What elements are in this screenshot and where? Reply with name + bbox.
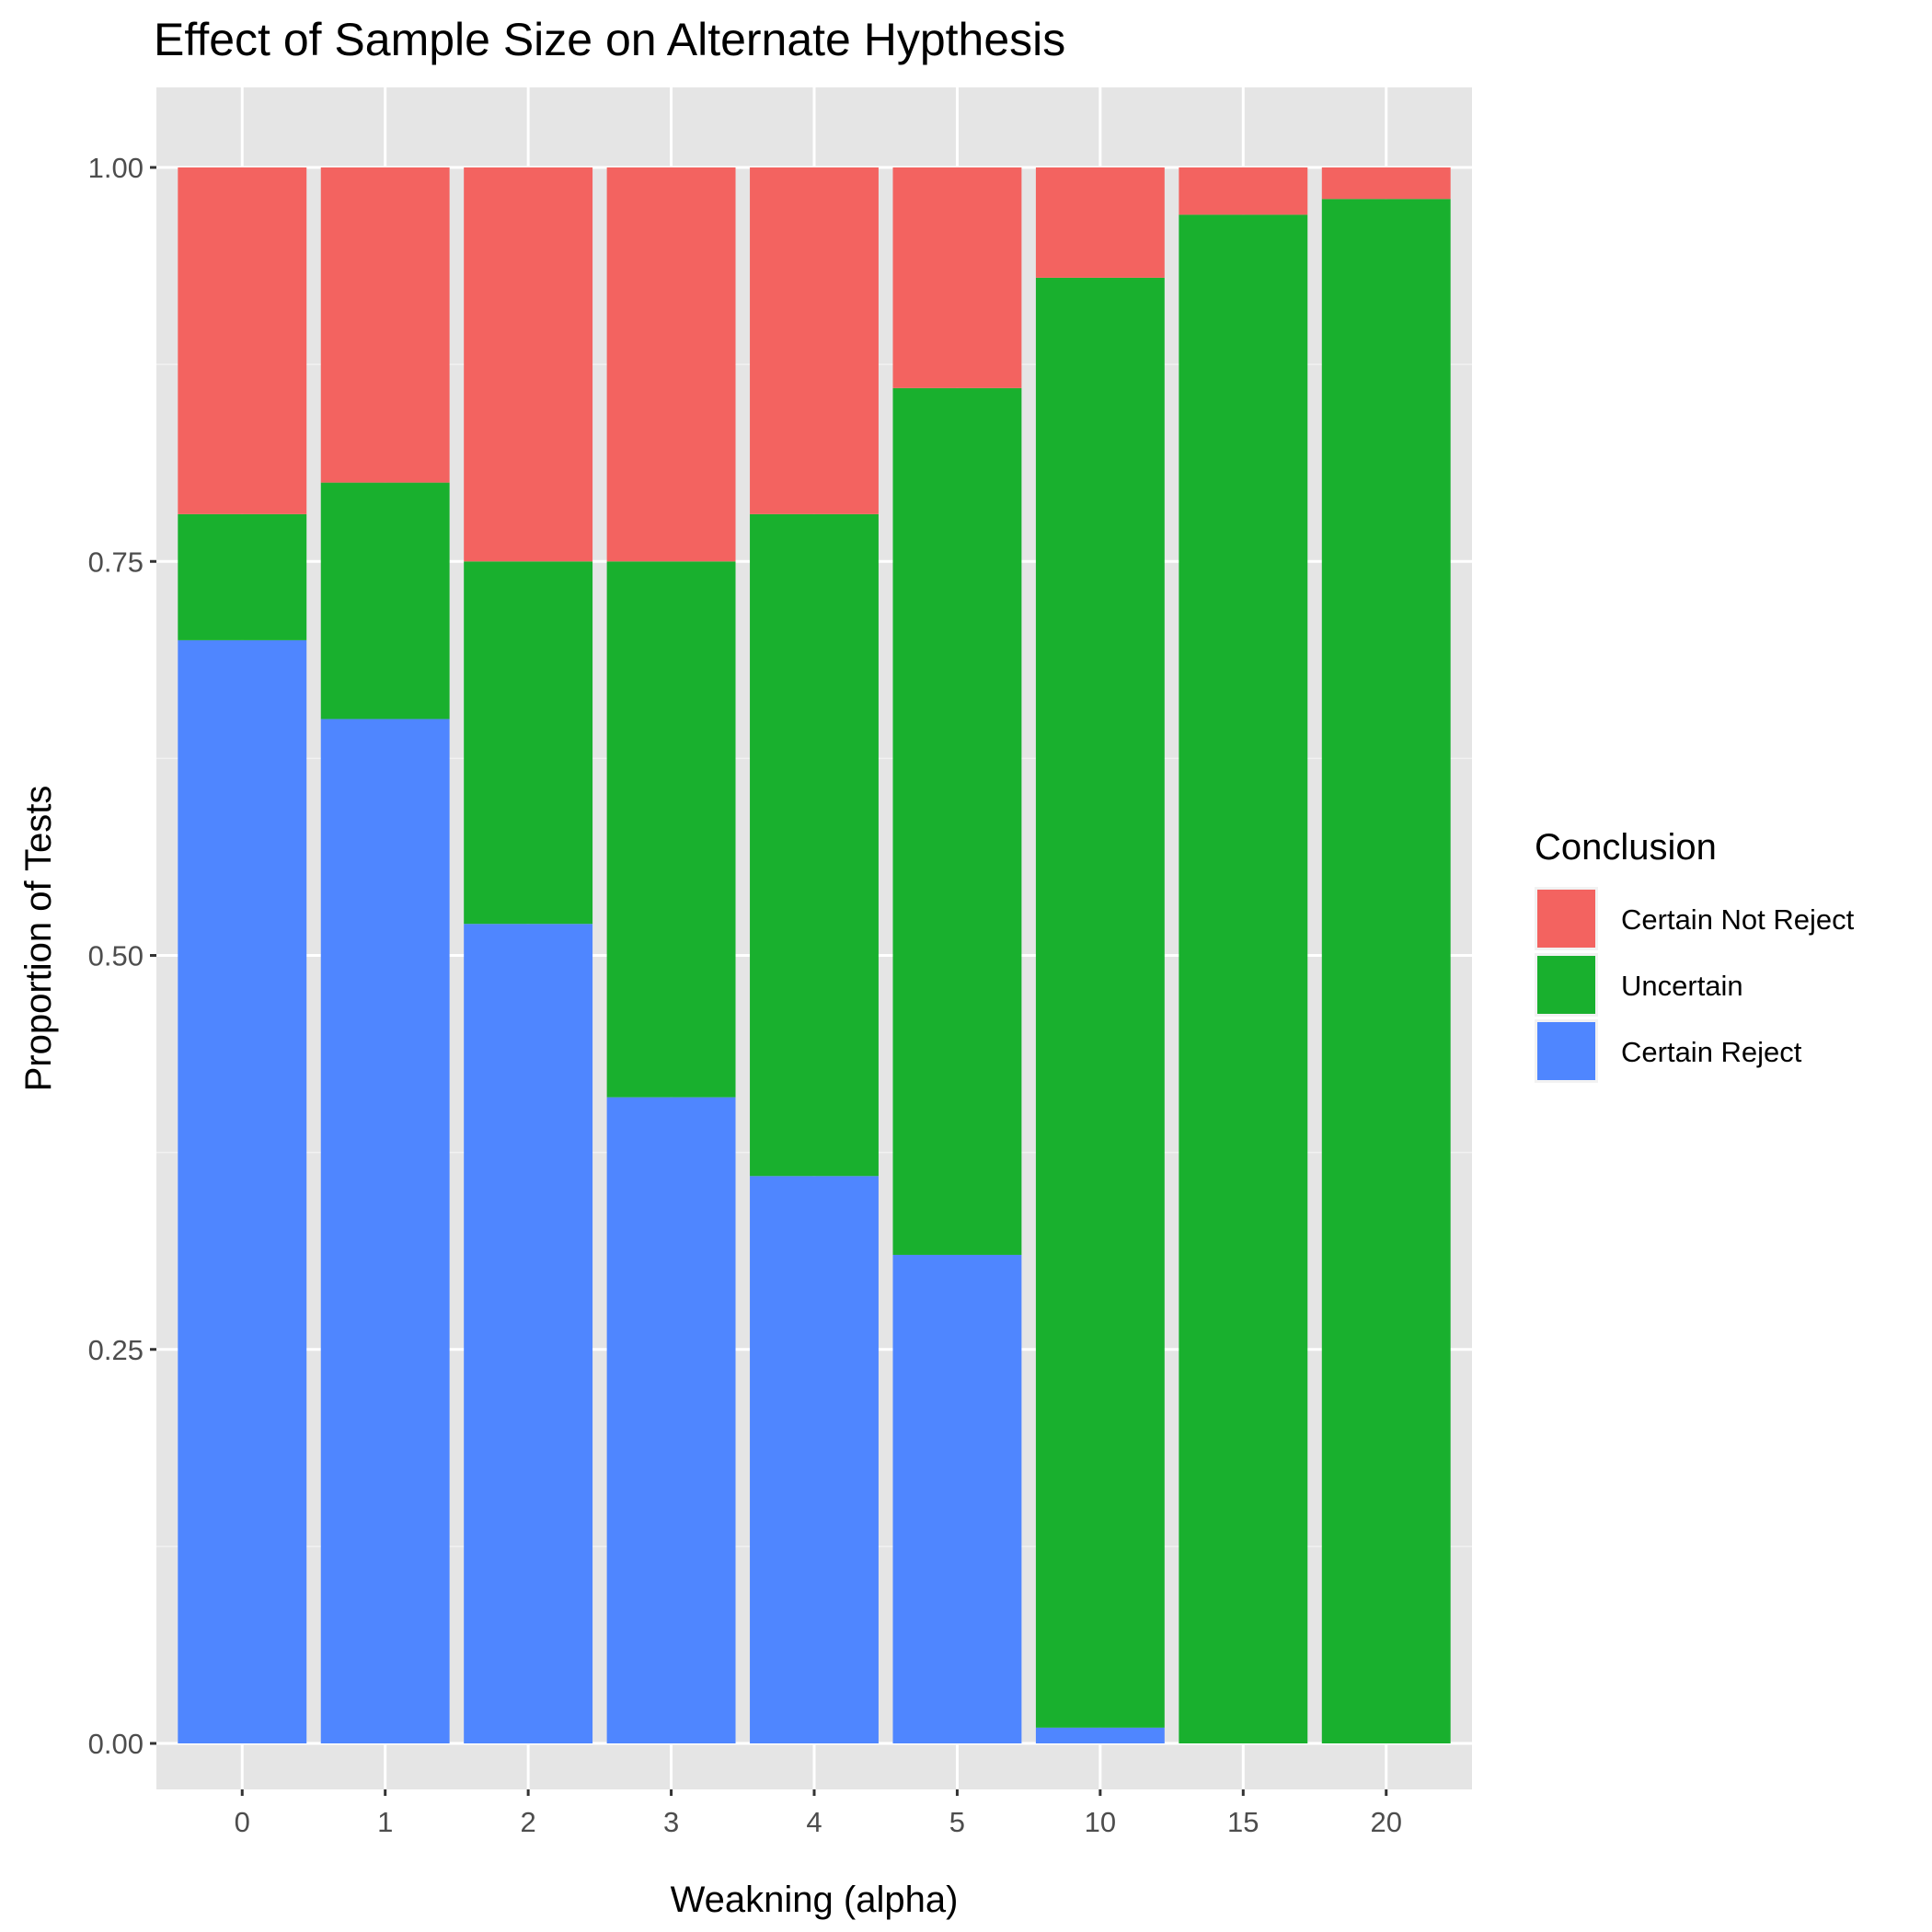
bar-segment-uncertain [178, 513, 307, 640]
bar-segment-certain-not-reject [892, 167, 1022, 388]
bar-segment-uncertain [1179, 214, 1308, 1743]
bar-segment-uncertain [606, 561, 736, 1098]
bar-segment-certain-not-reject [606, 167, 736, 562]
bar-segment-uncertain [1321, 199, 1451, 1743]
legend-label: Uncertain [1621, 970, 1743, 1002]
x-tick-label: 5 [949, 1806, 965, 1838]
x-axis: 0 1 2 3 4 5 10 15 20 [235, 1789, 1402, 1838]
x-axis-title: Weakning (alpha) [671, 1880, 959, 1920]
bar-segment-uncertain [892, 387, 1022, 1255]
bar-segment-certain-not-reject [1035, 167, 1165, 278]
legend: Conclusion Certain Not Reject Uncertain Ce… [1535, 827, 1855, 1083]
chart-title: Effect of Sample Size on Alternate Hypth… [154, 14, 1065, 65]
bar-segment-certain-reject [1035, 1727, 1165, 1743]
x-tick-label: 2 [521, 1806, 536, 1838]
x-tick-label: 1 [377, 1806, 393, 1838]
bar-segment-certain-reject [178, 639, 307, 1743]
y-tick-label: 0.00 [88, 1728, 144, 1760]
y-tick-label: 0.25 [88, 1334, 144, 1366]
bar-segment-uncertain [1035, 277, 1165, 1728]
legend-label: Certain Reject [1621, 1036, 1802, 1068]
y-axis-title: Proportion of Tests [18, 786, 59, 1092]
bar-segment-certain-not-reject [178, 167, 307, 514]
bar-segment-certain-not-reject [464, 167, 593, 562]
x-tick-label: 3 [663, 1806, 679, 1838]
bar-segment-certain-not-reject [750, 167, 879, 514]
legend-swatch [1537, 890, 1595, 948]
bar-segment-certain-reject [464, 924, 593, 1743]
legend-label: Certain Not Reject [1621, 903, 1855, 936]
bar-segment-certain-reject [320, 719, 450, 1743]
x-tick-label: 20 [1370, 1806, 1401, 1838]
y-tick-label: 1.00 [88, 152, 144, 184]
bar-segment-certain-reject [892, 1254, 1022, 1743]
bar-segment-certain-not-reject [1179, 167, 1308, 215]
bar-segment-certain-not-reject [1321, 167, 1451, 200]
bar-segment-certain-reject [750, 1176, 879, 1743]
y-axis: 0.00 0.25 0.50 0.75 1.00 [88, 152, 156, 1760]
x-tick-label: 0 [235, 1806, 250, 1838]
y-tick-label: 0.75 [88, 546, 144, 578]
bar-segment-uncertain [320, 482, 450, 719]
y-tick-label: 0.50 [88, 940, 144, 972]
bar-segment-uncertain [750, 513, 879, 1177]
bars [178, 167, 1451, 1743]
x-tick-label: 10 [1085, 1806, 1116, 1838]
bar-segment-certain-not-reject [320, 167, 450, 483]
x-tick-label: 4 [806, 1806, 822, 1838]
legend-title: Conclusion [1535, 827, 1717, 868]
legend-swatch [1537, 956, 1595, 1014]
bar-segment-certain-reject [606, 1097, 736, 1743]
bar-segment-uncertain [464, 561, 593, 925]
legend-swatch [1537, 1022, 1595, 1080]
x-tick-label: 15 [1227, 1806, 1259, 1838]
